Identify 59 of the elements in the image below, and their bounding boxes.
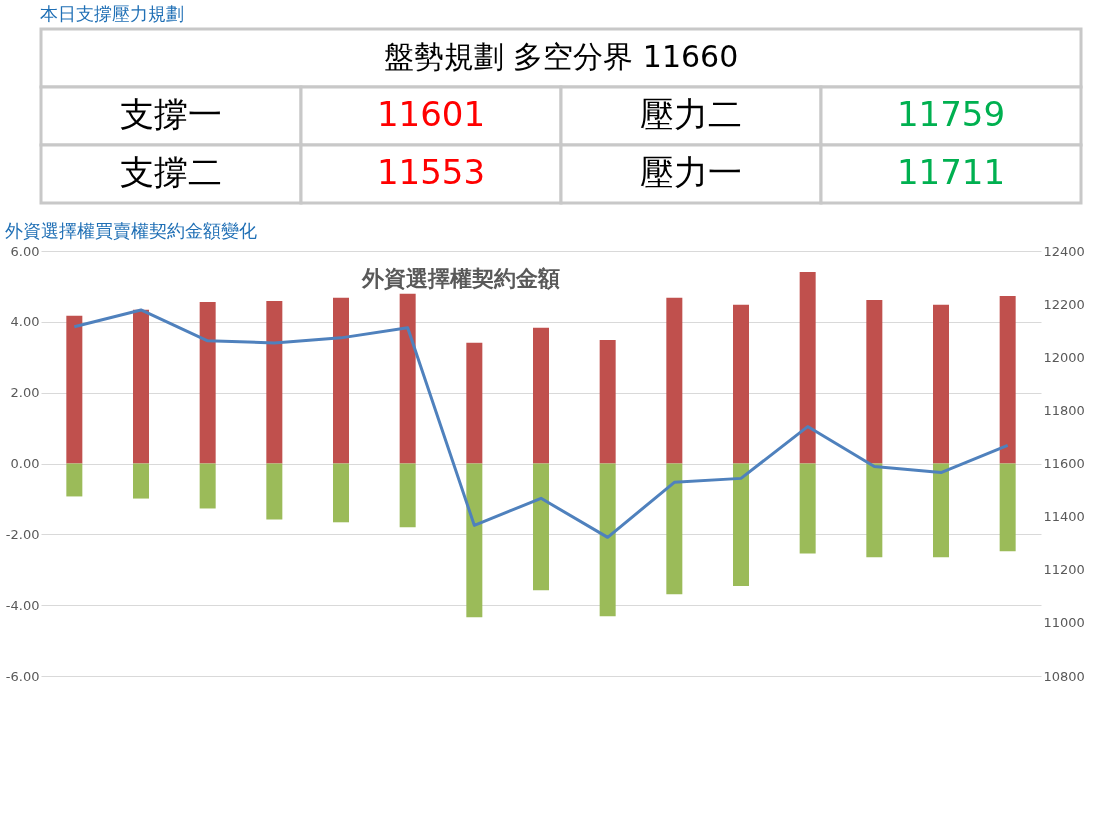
bar bbox=[999, 463, 1016, 552]
bar bbox=[866, 299, 883, 464]
chart-title: 外資選擇權買賣權契約金額變化 bbox=[5, 220, 258, 241]
y2-tick-label: 12200 bbox=[1043, 296, 1085, 312]
bar bbox=[266, 300, 283, 464]
text: 11553 bbox=[376, 152, 486, 192]
bar bbox=[666, 463, 683, 595]
bar bbox=[733, 304, 749, 464]
y2-tick-label: 11800 bbox=[1043, 402, 1085, 418]
y2-tick-label: 12000 bbox=[1043, 349, 1085, 365]
bar bbox=[999, 295, 1016, 464]
text: 11711 bbox=[896, 152, 1006, 192]
bar bbox=[866, 463, 883, 558]
bar bbox=[533, 463, 549, 591]
y2-tick-label: 11000 bbox=[1043, 615, 1085, 631]
text: 11601 bbox=[376, 94, 486, 134]
bar bbox=[133, 309, 149, 464]
bar bbox=[533, 327, 549, 464]
y-tick-label: 0.00 bbox=[10, 456, 40, 471]
bar bbox=[199, 463, 216, 509]
text: 11759 bbox=[896, 94, 1006, 134]
text: 支撐一 bbox=[120, 94, 222, 134]
bar bbox=[799, 463, 816, 554]
bar bbox=[266, 463, 283, 520]
y-tick-label: 4.00 bbox=[10, 314, 40, 330]
y-tick-label: 6.00 bbox=[10, 243, 40, 259]
bar bbox=[799, 271, 816, 464]
y-tick-label: 2.00 bbox=[10, 385, 40, 401]
y-tick-label: -4.00 bbox=[5, 597, 40, 613]
text: 壓力一 bbox=[640, 152, 742, 192]
line-series bbox=[72, 308, 1010, 539]
y2-tick-label: 11400 bbox=[1043, 509, 1085, 525]
text: 支撐二 bbox=[120, 152, 222, 192]
bar bbox=[466, 342, 483, 464]
text: 本日支撐壓力規劃 bbox=[39, 2, 184, 24]
bar bbox=[66, 315, 83, 464]
bar bbox=[666, 297, 683, 464]
y2-tick-label: 12400 bbox=[1043, 243, 1085, 259]
bar bbox=[599, 339, 616, 464]
bar bbox=[599, 463, 616, 617]
text: 外資選擇權契約金額 bbox=[361, 266, 560, 291]
bar bbox=[333, 463, 349, 523]
bar bbox=[66, 463, 83, 497]
text: 盤勢規劃 多空分界 11660 bbox=[383, 39, 739, 74]
bar bbox=[199, 302, 216, 464]
bar bbox=[133, 463, 149, 499]
bar bbox=[399, 293, 416, 464]
bar bbox=[733, 463, 749, 587]
bar bbox=[933, 463, 949, 558]
y-tick-label: -6.00 bbox=[5, 668, 40, 684]
bar bbox=[466, 463, 483, 618]
text: 壓力二 bbox=[640, 94, 742, 134]
y2-tick-label: 10800 bbox=[1043, 668, 1085, 684]
bar bbox=[399, 463, 416, 528]
y2-tick-label: 11600 bbox=[1043, 456, 1085, 471]
bar bbox=[933, 304, 949, 464]
y2-tick-label: 11200 bbox=[1043, 562, 1085, 578]
y-tick-label: -2.00 bbox=[5, 526, 40, 542]
bar bbox=[333, 297, 349, 464]
